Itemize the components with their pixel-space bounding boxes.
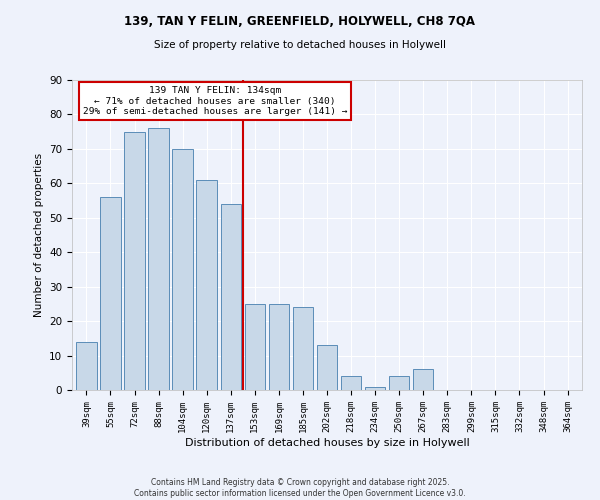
Bar [365,386,385,390]
Bar [221,204,241,390]
Bar [100,197,121,390]
Y-axis label: Number of detached properties: Number of detached properties [34,153,44,317]
Bar [413,370,433,390]
Bar [341,376,361,390]
Bar [293,308,313,390]
Bar [245,304,265,390]
Text: 139 TAN Y FELIN: 134sqm
← 71% of detached houses are smaller (340)
29% of semi-d: 139 TAN Y FELIN: 134sqm ← 71% of detache… [83,86,347,116]
Text: Contains HM Land Registry data © Crown copyright and database right 2025.
Contai: Contains HM Land Registry data © Crown c… [134,478,466,498]
Bar [269,304,289,390]
Bar [148,128,169,390]
Bar [317,345,337,390]
Bar [76,342,97,390]
Bar [172,149,193,390]
Bar [124,132,145,390]
Bar [389,376,409,390]
Text: 139, TAN Y FELIN, GREENFIELD, HOLYWELL, CH8 7QA: 139, TAN Y FELIN, GREENFIELD, HOLYWELL, … [125,15,476,28]
Text: Size of property relative to detached houses in Holywell: Size of property relative to detached ho… [154,40,446,50]
Bar [196,180,217,390]
X-axis label: Distribution of detached houses by size in Holywell: Distribution of detached houses by size … [185,438,469,448]
